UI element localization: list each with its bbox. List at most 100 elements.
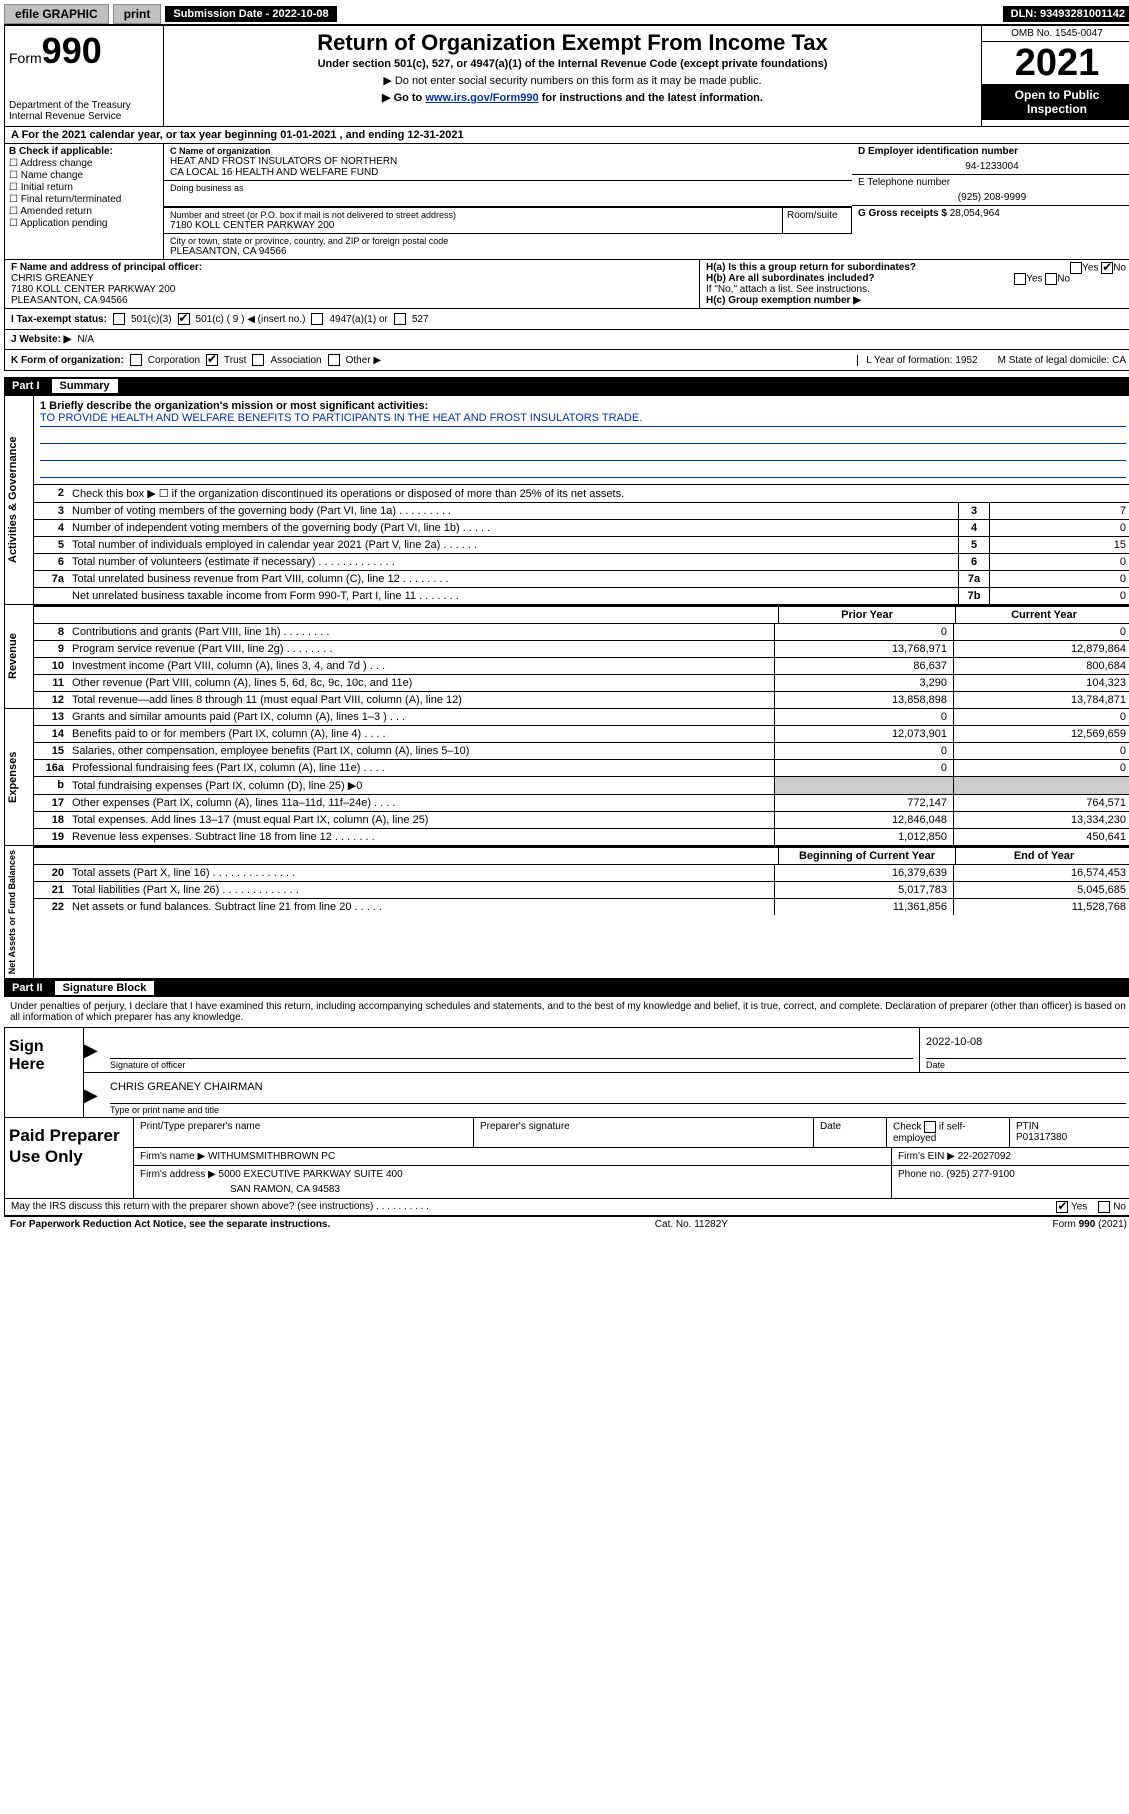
l22-desc: Net assets or fund balances. Subtract li… xyxy=(68,899,774,915)
l12-curr: 13,784,871 xyxy=(953,692,1129,708)
l16b-curr xyxy=(953,777,1129,794)
tax-year: 2021 xyxy=(982,42,1129,84)
cb-self-emp[interactable] xyxy=(924,1121,936,1133)
form-subtitle: Under section 501(c), 527, or 4947(a)(1)… xyxy=(170,58,975,70)
ha-row: H(a) Is this a group return for subordin… xyxy=(706,262,1126,273)
cb-assoc[interactable] xyxy=(252,354,264,366)
l14-curr: 12,569,659 xyxy=(953,726,1129,742)
form-number: 990 xyxy=(42,30,102,71)
part1-tag: Part I xyxy=(12,380,40,392)
cb-other[interactable] xyxy=(328,354,340,366)
self-emp-cell: Check if self-employed xyxy=(887,1118,1010,1147)
cb-527[interactable] xyxy=(394,313,406,325)
mission-blank2 xyxy=(40,446,1126,461)
l12-desc: Total revenue—add lines 8 through 11 (mu… xyxy=(68,692,774,708)
l9-prior: 13,768,971 xyxy=(774,641,953,657)
phone-value: (925) 208-9999 xyxy=(858,192,1126,203)
dept-label: Department of the Treasury xyxy=(9,100,159,111)
line4-val: 0 xyxy=(989,520,1129,536)
officer-name: CHRIS GREANEY xyxy=(11,273,693,284)
form-label: Form xyxy=(9,50,42,66)
l10-curr: 800,684 xyxy=(953,658,1129,674)
sign-here-block: Sign Here ▶ Signature of officer 2022-10… xyxy=(4,1027,1129,1118)
l15-desc: Salaries, other compensation, employee b… xyxy=(68,743,774,759)
print-button[interactable]: print xyxy=(113,4,162,24)
ssn-warning: ▶ Do not enter social security numbers o… xyxy=(170,74,975,87)
l20-eoy: 16,574,453 xyxy=(953,865,1129,881)
part2-title: Signature Block xyxy=(55,981,155,995)
part1-title: Summary xyxy=(52,379,118,393)
cb-501c[interactable] xyxy=(178,313,190,325)
irs-link[interactable]: www.irs.gov/Form990 xyxy=(425,92,538,104)
omb-number: OMB No. 1545-0047 xyxy=(982,26,1129,42)
year-formation: L Year of formation: 1952 xyxy=(866,355,977,366)
l19-curr: 450,641 xyxy=(953,829,1129,845)
eoy-h: End of Year xyxy=(955,848,1129,864)
sign-here-label: Sign Here xyxy=(5,1028,83,1117)
cb-501c3[interactable] xyxy=(113,313,125,325)
ha-no-cb[interactable] xyxy=(1101,262,1113,274)
cb-4947[interactable] xyxy=(311,313,323,325)
k-label: K Form of organization: xyxy=(11,355,124,366)
l21-desc: Total liabilities (Part X, line 26) . . … xyxy=(68,882,774,898)
j-label: J Website: ▶ xyxy=(11,334,71,345)
f-label: F Name and address of principal officer: xyxy=(11,262,693,273)
cb-trust[interactable] xyxy=(206,354,218,366)
checkboxes-b: B Check if applicable: ☐ Address change … xyxy=(5,144,164,259)
cb-final-return[interactable]: ☐ Final return/terminated xyxy=(9,194,159,205)
hb-note: If "No," attach a list. See instructions… xyxy=(706,284,1126,295)
ein-phone-block: D Employer identification number 94-1233… xyxy=(852,144,1129,259)
addr-label: Number and street (or P.O. box if mail i… xyxy=(170,210,776,220)
cb-initial-return[interactable]: ☐ Initial return xyxy=(9,182,159,193)
discuss-row: May the IRS discuss this return with the… xyxy=(4,1199,1129,1216)
hb-no-cb[interactable] xyxy=(1045,273,1057,285)
vtab-net: Net Assets or Fund Balances xyxy=(5,846,34,978)
irs-label: Internal Revenue Service xyxy=(9,111,159,122)
line3-desc: Number of voting members of the governin… xyxy=(68,503,958,519)
ein-label: D Employer identification number xyxy=(858,146,1126,157)
arrow-icon-2: ▶ xyxy=(84,1073,104,1117)
ha-yes-cb[interactable] xyxy=(1070,262,1082,274)
l19-prior: 1,012,850 xyxy=(774,829,953,845)
part2-tag: Part II xyxy=(12,982,43,994)
l16b-prior xyxy=(774,777,953,794)
l20-desc: Total assets (Part X, line 16) . . . . .… xyxy=(68,865,774,881)
pra-notice: For Paperwork Reduction Act Notice, see … xyxy=(10,1219,330,1230)
cb-address-change[interactable]: ☐ Address change xyxy=(9,158,159,169)
l17-prior: 772,147 xyxy=(774,795,953,811)
cb-amended[interactable]: ☐ Amended return xyxy=(9,206,159,217)
l17-desc: Other expenses (Part IX, column (A), lin… xyxy=(68,795,774,811)
l13-prior: 0 xyxy=(774,709,953,725)
cb-app-pending[interactable]: ☐ Application pending xyxy=(9,218,159,229)
line6-desc: Total number of volunteers (estimate if … xyxy=(68,554,958,570)
l19-desc: Revenue less expenses. Subtract line 18 … xyxy=(68,829,774,845)
line5-val: 15 xyxy=(989,537,1129,553)
l22-eoy: 11,528,768 xyxy=(953,899,1129,915)
instructions-link-row: ▶ Go to www.irs.gov/Form990 for instruct… xyxy=(170,91,975,104)
mission-blank1 xyxy=(40,429,1126,444)
form-header: Form990 Department of the Treasury Inter… xyxy=(4,26,1129,127)
sign-date: 2022-10-08 Date xyxy=(919,1028,1129,1072)
efile-button[interactable]: efile GRAPHIC xyxy=(4,4,109,24)
discuss-yes-cb[interactable] xyxy=(1056,1201,1068,1213)
org-name-2: CA LOCAL 16 HEALTH AND WELFARE FUND xyxy=(170,167,846,178)
dba-label: Doing business as xyxy=(170,183,846,193)
room-label: Room/suite xyxy=(783,208,852,233)
l16a-desc: Professional fundraising fees (Part IX, … xyxy=(68,760,774,776)
cb-name-change[interactable]: ☐ Name change xyxy=(9,170,159,181)
mission-q: 1 Briefly describe the organization's mi… xyxy=(40,400,1126,412)
line7a-val: 0 xyxy=(989,571,1129,587)
cb-corp[interactable] xyxy=(130,354,142,366)
ein-value: 94-1233004 xyxy=(858,161,1126,172)
officer-group-block: F Name and address of principal officer:… xyxy=(4,260,1129,309)
hb-yes-cb[interactable] xyxy=(1014,273,1026,285)
part1-header: Part I Summary xyxy=(4,377,1129,395)
discuss-no-cb[interactable] xyxy=(1098,1201,1110,1213)
perjury-text: Under penalties of perjury, I declare th… xyxy=(4,997,1129,1027)
l22-boy: 11,361,856 xyxy=(774,899,953,915)
l16a-prior: 0 xyxy=(774,760,953,776)
top-toolbar: efile GRAPHIC print Submission Date - 20… xyxy=(4,4,1129,26)
form-title: Return of Organization Exempt From Incom… xyxy=(170,30,975,56)
signature-field[interactable]: Signature of officer xyxy=(104,1028,919,1072)
line4-desc: Number of independent voting members of … xyxy=(68,520,958,536)
